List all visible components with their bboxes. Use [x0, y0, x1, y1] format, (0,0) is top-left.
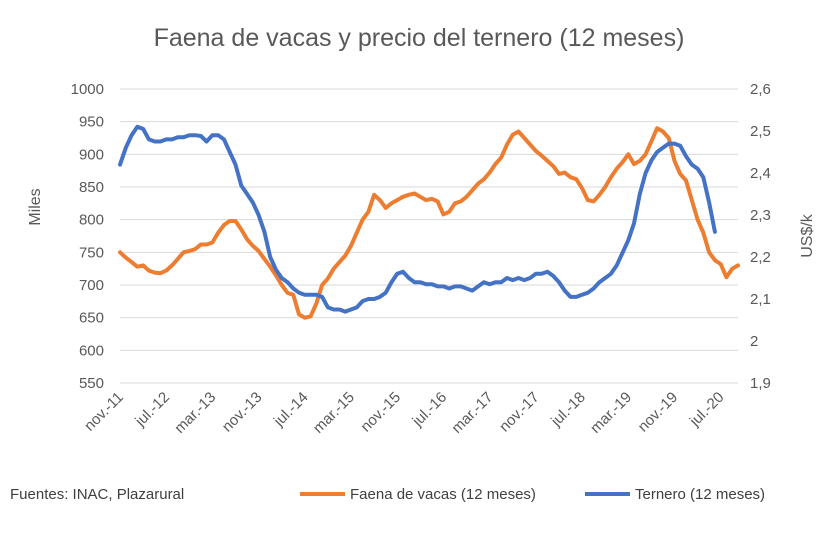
- y2-tick-label: 2,4: [750, 165, 771, 182]
- left-axis-ticks: 1000 950 900 850 800 750 700 650 600 550: [71, 81, 104, 392]
- legend-label-faena: Faena de vacas (12 meses): [350, 486, 536, 503]
- y-tick-label: 800: [79, 212, 104, 229]
- x-tick-label: nov.-15: [357, 389, 404, 436]
- x-tick-label: jul.-12: [131, 389, 173, 431]
- source-note: Fuentes: INAC, Plazarural: [10, 486, 184, 503]
- x-tick-label: mar.-13: [171, 389, 219, 437]
- x-tick-label: nov.-17: [496, 389, 543, 436]
- y-tick-label: 850: [79, 179, 104, 196]
- chart-title: Faena de vacas y precio del ternero (12 …: [154, 24, 685, 52]
- y2-tick-label: 2: [750, 333, 758, 350]
- x-tick-label: mar.-15: [310, 389, 358, 437]
- y-tick-label: 950: [79, 114, 104, 131]
- x-tick-label: jul.-18: [547, 389, 589, 431]
- legend: Faena de vacas (12 meses) Ternero (12 me…: [300, 486, 765, 503]
- y-axis-title: Miles: [27, 188, 44, 225]
- series-line-ternero: [118, 124, 717, 314]
- right-axis-ticks: 2,6 2,5 2,4 2,3 2,2 2,1 2 1,9: [750, 81, 771, 392]
- x-tick-label: mar.-19: [587, 389, 635, 437]
- x-tick-label: nov.-13: [219, 389, 266, 436]
- y-tick-label: 550: [79, 375, 104, 392]
- x-tick-label: nov.-19: [635, 389, 682, 436]
- gridlines: [120, 88, 738, 384]
- y-tick-label: 750: [79, 244, 104, 261]
- y-tick-label: 650: [79, 310, 104, 327]
- series-layer: [118, 124, 740, 320]
- series-line-faena: [118, 126, 740, 320]
- x-tick-label: jul.-16: [409, 389, 451, 431]
- x-tick-label: jul.-20: [686, 389, 728, 431]
- y2-axis-title: US$/k: [799, 213, 816, 258]
- x-tick-label: mar.-17: [448, 389, 496, 437]
- legend-label-ternero: Ternero (12 meses): [635, 486, 765, 503]
- y2-tick-label: 2,3: [750, 207, 771, 224]
- x-tick-label: jul.-14: [270, 389, 312, 431]
- y2-tick-label: 2,5: [750, 123, 771, 140]
- y-tick-label: 900: [79, 146, 104, 163]
- y2-tick-label: 2,1: [750, 291, 771, 308]
- y-tick-label: 700: [79, 277, 104, 294]
- y2-tick-label: 1,9: [750, 375, 771, 392]
- y-tick-label: 600: [79, 342, 104, 359]
- y-tick-label: 1000: [71, 81, 104, 98]
- y2-tick-label: 2,2: [750, 249, 771, 266]
- y2-tick-label: 2,6: [750, 81, 771, 98]
- x-tick-label: nov.-11: [81, 389, 127, 435]
